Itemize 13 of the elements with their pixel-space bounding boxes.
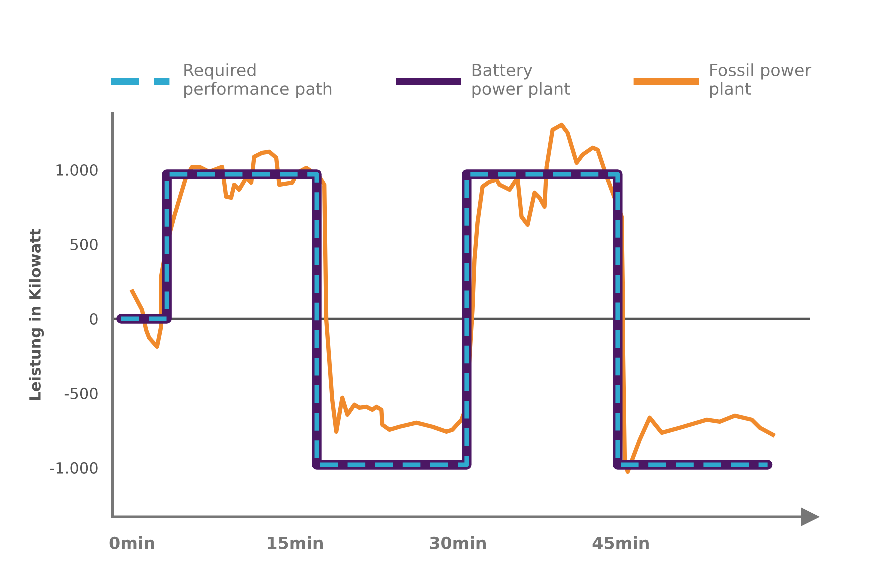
y-tick-label: 0 — [90, 313, 98, 325]
y-tick-label: -500 — [64, 388, 98, 400]
y-tick-label: 500 — [70, 238, 98, 251]
y-axis-title: Leistung in Kilowatt — [29, 229, 44, 400]
legend-label: Fossil power plant — [710, 64, 812, 98]
legend-label: Required performance path — [184, 64, 332, 98]
x-tick-label: 45min — [592, 536, 649, 550]
x-tick-label: 30min — [430, 536, 486, 550]
x-tick-label: 15min — [268, 536, 324, 550]
x-tick-label: 0min — [110, 536, 154, 550]
y-tick-label: -1.000 — [50, 462, 98, 474]
legend-label: Battery power plant — [472, 64, 570, 98]
y-tick-label: 1.000 — [56, 164, 98, 176]
